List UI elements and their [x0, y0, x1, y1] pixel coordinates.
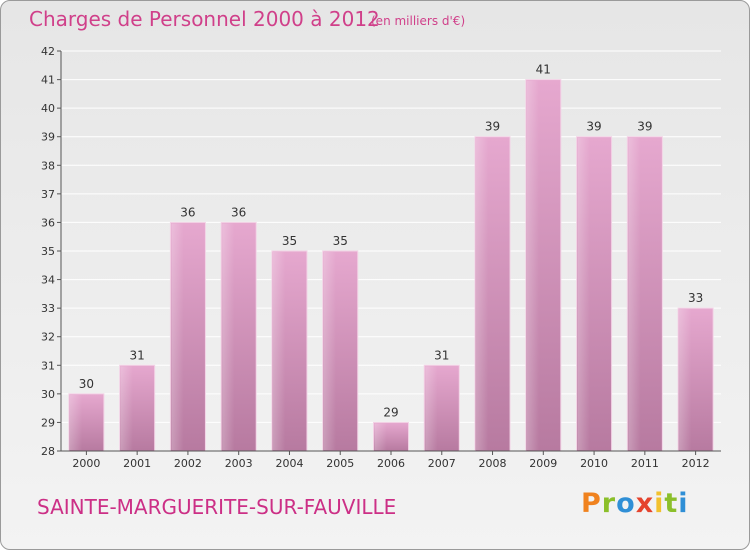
- data-label: 35: [333, 234, 348, 248]
- bar-highlight: [425, 366, 438, 450]
- y-tick-label: 33: [41, 302, 55, 315]
- y-tick-label: 28: [41, 445, 55, 458]
- y-tick-label: 34: [41, 274, 55, 287]
- logo-letter: i: [678, 488, 689, 519]
- y-tick-label: 32: [41, 331, 55, 344]
- logo-letter: o: [616, 488, 636, 519]
- y-tick-label: 29: [41, 416, 55, 429]
- bar-highlight: [577, 137, 590, 450]
- y-tick-label: 41: [41, 74, 55, 87]
- x-tick-label: 2012: [682, 457, 710, 470]
- data-label: 39: [586, 120, 601, 134]
- y-tick-label: 36: [41, 216, 55, 229]
- bar-highlight: [69, 394, 83, 450]
- data-label: 30: [79, 377, 94, 391]
- bar-highlight: [120, 366, 133, 450]
- data-label: 35: [282, 234, 297, 248]
- x-tick-label: 2006: [377, 457, 405, 470]
- location-name: SAINTE-MARGUERITE-SUR-FAUVILLE: [37, 495, 397, 519]
- data-label: 36: [231, 205, 246, 219]
- y-tick-label: 42: [41, 45, 55, 58]
- x-tick-label: 2005: [326, 457, 354, 470]
- data-label: 29: [383, 405, 398, 419]
- bars-layer: 30 31 36 36 35 35 29 31 39 41 39 39 33: [68, 63, 714, 452]
- bar-highlight: [222, 223, 235, 450]
- bar-highlight: [374, 423, 387, 450]
- x-tick-label: 2011: [631, 457, 659, 470]
- x-tick-label: 2010: [580, 457, 608, 470]
- data-label: 31: [130, 348, 145, 362]
- x-tick-label: 2008: [479, 457, 507, 470]
- bar-highlight: [679, 309, 692, 450]
- data-label: 39: [485, 120, 500, 134]
- logo-letter: r: [601, 488, 617, 519]
- x-tick-label: 2000: [72, 457, 100, 470]
- bar-highlight: [272, 252, 286, 450]
- y-tick-label: 38: [41, 159, 55, 172]
- axis-layer: 28 29 30 31 32 33 34 35 36 37 38 39 40 41 42 2000 2001 20…: [41, 45, 721, 470]
- proxiti-logo[interactable]: Proxiti: [581, 488, 689, 519]
- y-tick-label: 30: [41, 388, 55, 401]
- logo-letter: x: [635, 488, 655, 519]
- bar-highlight: [526, 80, 540, 451]
- logo-letter: i: [654, 488, 665, 519]
- x-tick-label: 2007: [428, 457, 456, 470]
- data-label: 36: [180, 205, 195, 219]
- bar-highlight: [476, 137, 489, 450]
- chart-subtitle: (en milliers d'€): [371, 14, 466, 28]
- bar-highlight: [171, 223, 184, 450]
- data-label: 33: [688, 291, 703, 305]
- bar-highlight: [323, 252, 336, 450]
- x-tick-label: 2003: [225, 457, 253, 470]
- x-tick-label: 2004: [275, 457, 303, 470]
- y-tick-label: 35: [41, 245, 55, 258]
- y-tick-label: 31: [41, 359, 55, 372]
- y-tick-label: 39: [41, 131, 55, 144]
- x-tick-label: 2009: [529, 457, 557, 470]
- grid-layer: [61, 50, 721, 423]
- y-tick-label: 40: [41, 102, 55, 115]
- logo-letter: P: [581, 488, 602, 519]
- y-tick-label: 37: [41, 188, 55, 201]
- bar-highlight: [628, 137, 641, 450]
- data-label: 41: [536, 63, 551, 77]
- chart-title: Charges de Personnel 2000 à 2012: [29, 7, 380, 31]
- data-label: 39: [637, 120, 652, 134]
- data-label: 31: [434, 348, 449, 362]
- logo-letter: t: [664, 488, 679, 519]
- x-tick-label: 2002: [174, 457, 202, 470]
- x-tick-label: 2001: [123, 457, 151, 470]
